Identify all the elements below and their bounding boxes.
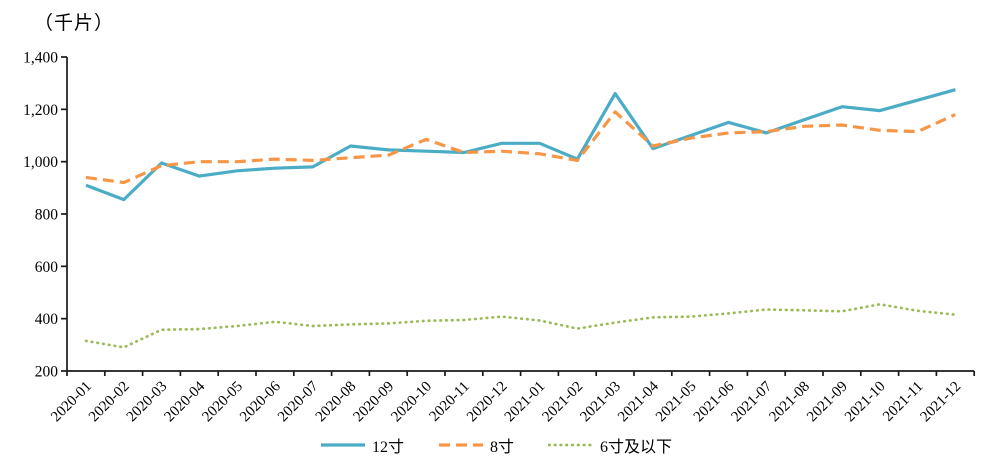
x-tick-label: 2020-01 (48, 379, 95, 426)
x-tick-label: 2020-06 (237, 378, 284, 425)
x-tick-label: 2021-02 (540, 379, 587, 426)
y-tick-label: 600 (35, 259, 59, 276)
x-tick-label: 2021-04 (615, 378, 662, 425)
chart-plot-area: 2004006008001,0001,2001,4002020-012020-0… (23, 50, 976, 426)
legend-label-8in: 8寸 (489, 439, 514, 456)
x-tick-label: 2020-12 (464, 379, 511, 426)
x-tick-label: 2021-10 (842, 379, 889, 426)
legend-item-6in: 6寸及以下 (548, 433, 672, 457)
x-tick-label: 2021-06 (691, 378, 738, 425)
series-line-6in (84, 302, 957, 349)
x-tick-label: 2020-07 (275, 378, 322, 425)
x-tick-label: 2021-05 (653, 379, 700, 426)
series-line-12in (85, 88, 956, 202)
x-tick-label: 2020-09 (351, 379, 398, 426)
legend-line-sample-8in (438, 443, 483, 447)
y-axis-unit-label: （千片） (34, 13, 115, 34)
series-line-8in (85, 110, 957, 185)
x-tick-label: 2021-12 (918, 379, 965, 426)
x-tick-label: 2021-01 (502, 379, 549, 426)
legend-line-sample-6in (548, 443, 594, 447)
x-tick-label: 2020-11 (427, 379, 473, 425)
y-tick-label: 800 (35, 207, 59, 224)
chart-legend: 12寸 8寸 6寸及以下 (0, 433, 992, 457)
legend-line-sample-12in (320, 443, 365, 447)
y-tick-label: 1,200 (23, 102, 58, 119)
x-tick-label: 2021-11 (880, 379, 926, 425)
x-tick-label: 2020-05 (199, 379, 246, 426)
x-tick-label: 2021-08 (766, 379, 813, 426)
y-tick-label: 400 (35, 311, 59, 328)
x-tick-label: 2020-08 (313, 379, 360, 426)
legend-label-12in: 12寸 (371, 439, 404, 456)
x-tick-label: 2021-03 (577, 379, 624, 426)
y-tick-label: 1,000 (23, 154, 58, 171)
legend-label-6in: 6寸及以下 (600, 439, 673, 456)
x-tick-label: 2021-09 (804, 379, 851, 426)
y-tick-label: 200 (35, 364, 59, 381)
legend-item-8in: 8寸 (438, 433, 514, 457)
x-tick-label: 2020-10 (388, 379, 435, 426)
y-tick-label: 1,400 (23, 50, 58, 67)
x-tick-label: 2021-07 (729, 378, 776, 425)
x-tick-label: 2020-03 (124, 379, 171, 426)
x-tick-label: 2020-02 (86, 379, 133, 426)
x-tick-label: 2020-04 (162, 378, 209, 425)
legend-item-12in: 12寸 (320, 433, 404, 457)
